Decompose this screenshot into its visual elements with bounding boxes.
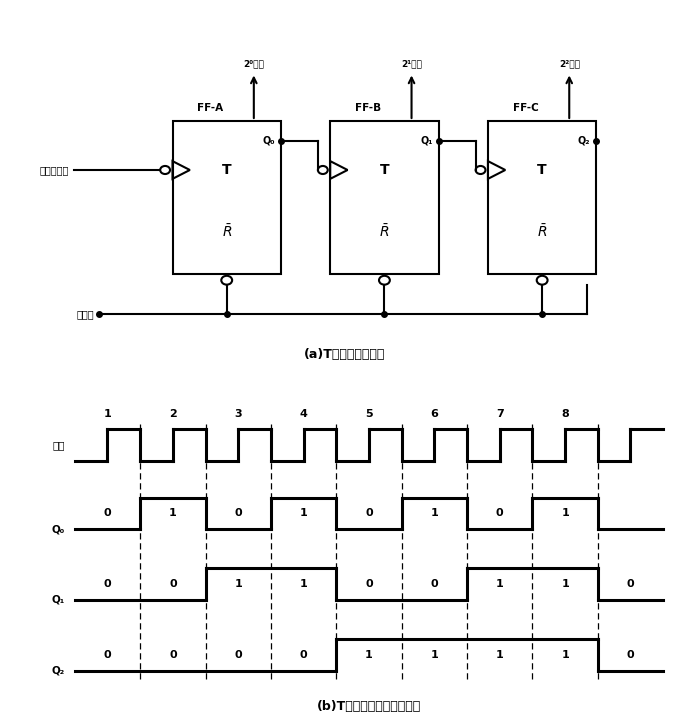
Text: FF-A: FF-A <box>197 103 224 113</box>
Text: 0: 0 <box>496 508 504 518</box>
Text: 1: 1 <box>235 579 242 589</box>
Text: 1: 1 <box>299 579 308 589</box>
Text: 2²输出: 2²输出 <box>559 60 580 68</box>
Text: 2⁰输出: 2⁰输出 <box>244 60 264 68</box>
Text: 7: 7 <box>496 409 504 419</box>
Bar <box>331 121 439 274</box>
Text: 0: 0 <box>627 579 634 589</box>
Text: Q₂: Q₂ <box>578 135 590 145</box>
Text: 3: 3 <box>235 409 242 419</box>
Text: $\bar{R}$: $\bar{R}$ <box>537 223 547 240</box>
Text: 2¹输出: 2¹输出 <box>401 60 422 68</box>
Text: 0: 0 <box>365 508 373 518</box>
Text: 1: 1 <box>561 579 569 589</box>
Text: 0: 0 <box>104 650 111 660</box>
Text: 0: 0 <box>104 579 111 589</box>
Text: $\bar{R}$: $\bar{R}$ <box>380 223 390 240</box>
Text: 0: 0 <box>627 650 634 660</box>
Text: 0: 0 <box>365 579 373 589</box>
Bar <box>172 121 281 274</box>
Text: 2: 2 <box>169 409 177 419</box>
Text: 1: 1 <box>561 650 569 660</box>
Text: 5: 5 <box>365 409 373 419</box>
Text: 1: 1 <box>365 650 373 660</box>
Text: 6: 6 <box>431 409 438 419</box>
Text: 1: 1 <box>431 650 438 660</box>
Text: 1: 1 <box>561 508 569 518</box>
Text: 脉动输入端: 脉动输入端 <box>39 165 69 175</box>
Text: 4: 4 <box>299 409 308 419</box>
Text: T: T <box>222 163 232 177</box>
Text: Q₂: Q₂ <box>52 666 65 676</box>
Text: Q₀: Q₀ <box>262 135 275 145</box>
Text: 1: 1 <box>169 508 177 518</box>
Text: 复位端: 复位端 <box>76 310 94 320</box>
Text: Q₁: Q₁ <box>420 135 433 145</box>
Text: 0: 0 <box>299 650 308 660</box>
Text: Q₁: Q₁ <box>52 595 65 605</box>
Bar <box>488 121 596 274</box>
Text: FF-C: FF-C <box>513 103 539 113</box>
Text: 0: 0 <box>169 650 177 660</box>
Text: T: T <box>380 163 389 177</box>
Text: 8: 8 <box>561 409 569 419</box>
Text: 0: 0 <box>431 579 438 589</box>
Text: 输入: 输入 <box>52 440 65 450</box>
Text: 0: 0 <box>235 650 242 660</box>
Text: T: T <box>538 163 547 177</box>
Text: $\bar{R}$: $\bar{R}$ <box>221 223 232 240</box>
Text: 1: 1 <box>496 579 504 589</box>
Text: (b)T触发器信号波形时序图: (b)T触发器信号波形时序图 <box>317 700 421 713</box>
Text: (a)T触发器电路结构: (a)T触发器电路结构 <box>304 348 386 361</box>
Text: 1: 1 <box>104 409 111 419</box>
Text: 1: 1 <box>431 508 438 518</box>
Text: FF-B: FF-B <box>355 103 382 113</box>
Text: Q₀: Q₀ <box>52 524 65 534</box>
Text: 1: 1 <box>496 650 504 660</box>
Text: 0: 0 <box>104 508 111 518</box>
Text: 0: 0 <box>169 579 177 589</box>
Text: 1: 1 <box>299 508 308 518</box>
Text: 0: 0 <box>235 508 242 518</box>
